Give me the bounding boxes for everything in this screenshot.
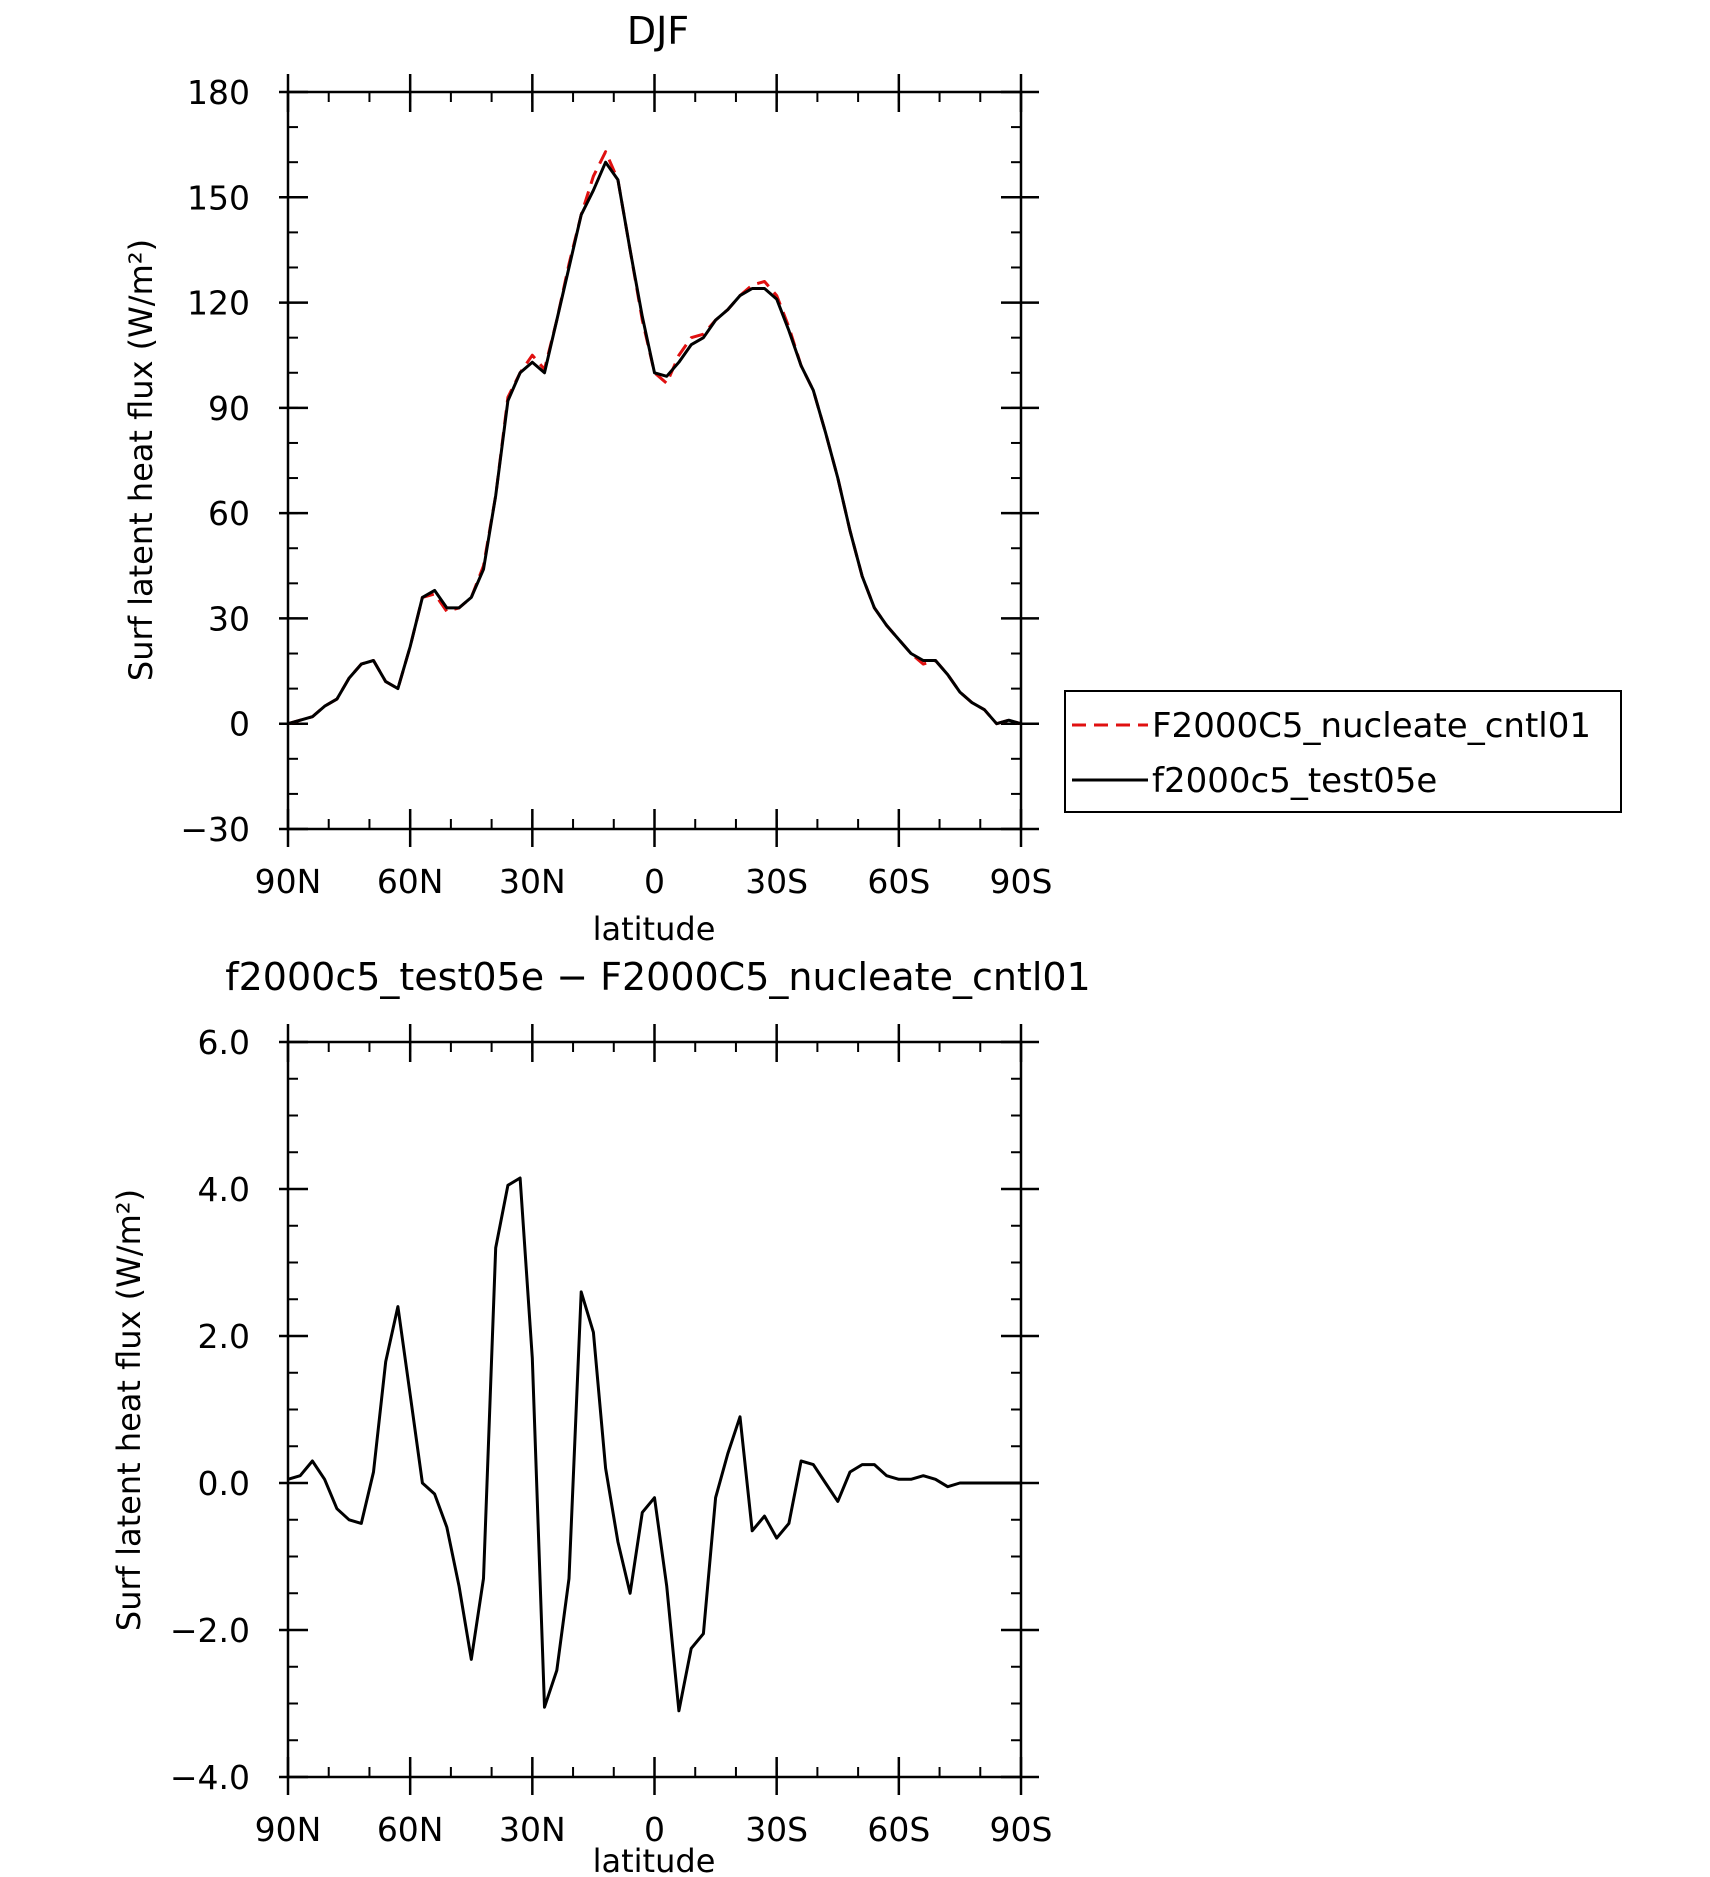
top-x-tick-label: 90S xyxy=(990,862,1053,901)
top-y-tick-label: 180 xyxy=(187,73,250,112)
bottom-x-tick-label: 30S xyxy=(745,1810,808,1849)
top-plot-frame xyxy=(286,90,1023,831)
top-series-line-0 xyxy=(287,150,1022,726)
top-x-tick-label: 0 xyxy=(644,862,665,901)
top-y-axis-label: Surf latent heat flux (W/m²) xyxy=(122,239,160,681)
bottom-y-tick-label: −4.0 xyxy=(170,1758,250,1797)
bottom-y-tick-label: 2.0 xyxy=(198,1317,250,1356)
top-series-line-1 xyxy=(287,160,1022,726)
top-y-tick-label: 0 xyxy=(229,705,250,744)
bottom-y-tick-label: −2.0 xyxy=(170,1611,250,1650)
djf-panel: DJF −30 0 30 60 90 120 150 180 90N 60N 30N 0 30S 60S 9… xyxy=(122,9,1052,948)
top-y-tick-label: 120 xyxy=(187,284,250,323)
top-y-tick-label: 150 xyxy=(187,178,250,217)
bottom-y-tick-label: 0.0 xyxy=(198,1464,250,1503)
top-y-tick-label: 60 xyxy=(208,494,250,533)
bottom-x-tick-label: 30N xyxy=(499,1810,566,1849)
top-x-tick-label: 30N xyxy=(499,862,566,901)
bottom-axis-ticks xyxy=(279,1024,1039,1795)
bottom-y-tick-label: 4.0 xyxy=(198,1170,250,1209)
bottom-y-tick-label: 6.0 xyxy=(198,1023,250,1062)
bottom-tick-labels: −4.0 −2.0 0.0 2.0 4.0 6.0 90N 60N 30N 0 30S 60S 90S xyxy=(170,1023,1053,1849)
top-tick-labels: −30 0 30 60 90 120 150 180 90N 60N 30N 0 30S 60S 90S xyxy=(180,73,1052,901)
top-axis-ticks xyxy=(279,74,1039,847)
top-y-tick-label: −30 xyxy=(180,810,250,849)
bottom-x-tick-label: 90N xyxy=(255,1810,322,1849)
bottom-series-line-0 xyxy=(287,1176,1021,1713)
top-y-tick-label: 90 xyxy=(208,389,250,428)
top-x-tick-label: 30S xyxy=(745,862,808,901)
top-y-tick-label: 30 xyxy=(208,599,250,638)
legend-box xyxy=(1064,690,1622,813)
bottom-x-tick-label: 60N xyxy=(377,1810,444,1849)
top-x-tick-label: 90N xyxy=(255,862,322,901)
top-x-tick-label: 60S xyxy=(867,862,930,901)
bottom-y-axis-label: Surf latent heat flux (W/m²) xyxy=(110,1189,148,1631)
bottom-x-tick-label: 0 xyxy=(644,1810,665,1849)
top-x-tick-label: 60N xyxy=(377,862,444,901)
top-x-axis-label: latitude xyxy=(593,910,716,948)
legend-label-test: f2000c5_test05e xyxy=(1152,761,1437,801)
bottom-x-axis-label: latitude xyxy=(593,1842,716,1877)
legend-label-cntl: F2000C5_nucleate_cntl01 xyxy=(1152,706,1591,746)
difference-title: f2000c5_test05e − F2000C5_nucleate_cntl0… xyxy=(225,955,1090,999)
chart-title: DJF xyxy=(627,9,689,53)
bottom-x-tick-label: 60S xyxy=(867,1810,930,1849)
legend: F2000C5_nucleate_cntl01 f2000c5_test05e xyxy=(1064,690,1622,813)
difference-panel: f2000c5_test05e − F2000C5_nucleate_cntl0… xyxy=(110,955,1091,1877)
bottom-series-lines xyxy=(287,1176,1021,1713)
bottom-plot-frame xyxy=(286,1040,1023,1779)
top-series-lines xyxy=(287,150,1022,726)
bottom-x-tick-label: 90S xyxy=(990,1810,1053,1849)
